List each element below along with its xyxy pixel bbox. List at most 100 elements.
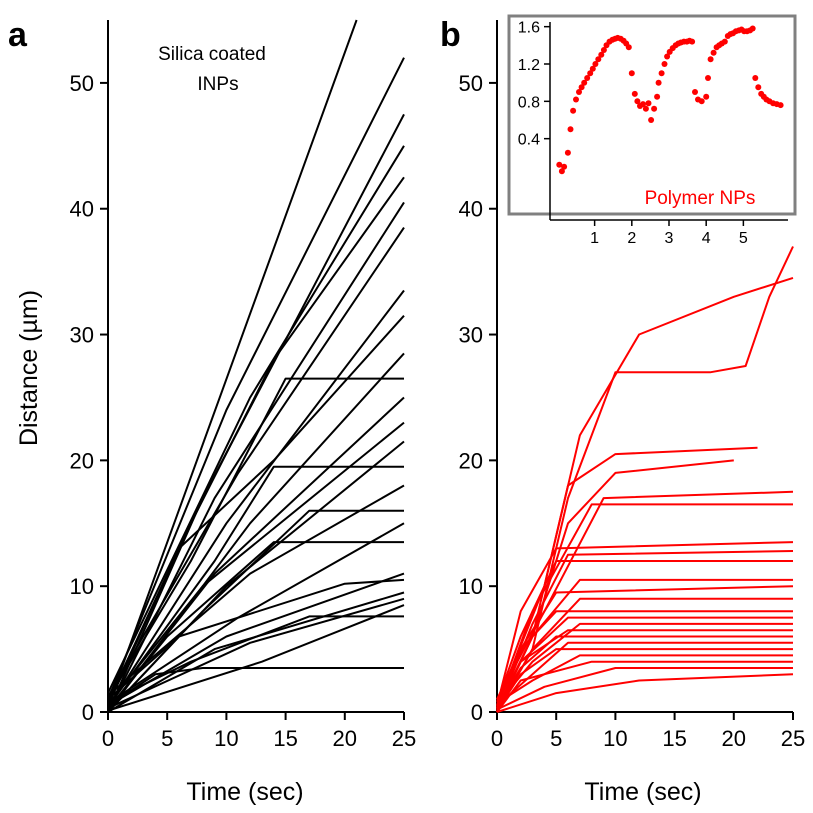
- inset-point: [661, 61, 668, 67]
- inset-axes: 0.4 0.8 1.2 1.6 1 2 3 4 5: [518, 20, 788, 247]
- inset-point: [558, 168, 565, 175]
- inset-point: [655, 79, 662, 86]
- panel-a-y-tick-label: 50: [70, 71, 94, 96]
- panel-b-series-line-20: [496, 654, 793, 705]
- inset-point: [658, 70, 665, 77]
- inset-point: [749, 25, 756, 32]
- inset-point: [595, 56, 602, 63]
- panel-a-x-tick-label: 0: [102, 726, 114, 751]
- inset-frame: [507, 14, 797, 216]
- inset-points-group: [556, 25, 784, 175]
- panel-b-y-tick-label: 30: [459, 323, 483, 348]
- panel-b-series-line-12: [496, 597, 793, 713]
- inset-point: [573, 96, 579, 103]
- panel-a-series-line-1: [107, 19, 358, 707]
- panel-b-x-tick-label: 15: [662, 726, 686, 751]
- panel-a-series-line-21: [107, 578, 405, 701]
- panel-b-series-group: [496, 246, 794, 713]
- inset-point: [587, 70, 594, 77]
- inset-point: [561, 163, 568, 170]
- panel-a-axes: 0 10 20 30 40 50 0 5 10 15 20 25: [70, 20, 416, 751]
- inset-point: [689, 38, 696, 45]
- panel-b-series-line-7: [496, 541, 794, 706]
- inset-point: [556, 161, 563, 168]
- panel-b-y-tick-label: 0: [471, 700, 483, 725]
- inset-point: [707, 56, 714, 63]
- inset-point: [625, 44, 632, 51]
- inset-point: [710, 49, 717, 56]
- panel-b-y-tick-label: 40: [459, 197, 483, 222]
- inset-point: [600, 47, 607, 53]
- inset-point: [576, 89, 582, 95]
- inset-point: [628, 70, 635, 77]
- panel-a: a 0 10 20 30 40 50 0 5 10 15 20 25 Silica coated IN…: [8, 16, 416, 806]
- inset-point: [651, 105, 658, 112]
- inset-point: [589, 65, 596, 72]
- panel-b-series-line-14: [496, 616, 793, 710]
- panel-a-series-line-8: [107, 289, 405, 709]
- panel-a-series-line-6: [107, 201, 405, 713]
- panel-a-series-line-23: [107, 597, 405, 710]
- panel-b-series-line-23: [496, 673, 794, 713]
- inset-x-tick-label: 4: [702, 230, 711, 247]
- inset-point: [581, 79, 588, 86]
- panel-a-x-tick-label: 25: [392, 726, 416, 751]
- panel-a-series-line-4: [107, 145, 405, 694]
- panel-b-series-line-9: [496, 560, 793, 703]
- inset-chart: 0.4 0.8 1.2 1.6 1 2 3 4 5 Polymer NPs: [507, 14, 797, 247]
- inset-y-tick-label: 0.4: [518, 132, 540, 149]
- inset-point: [631, 90, 638, 97]
- inset-point: [634, 98, 641, 105]
- inset-point: [777, 102, 784, 109]
- panel-b-x-axis-title: Time (sec): [584, 778, 701, 806]
- inset-point: [721, 38, 728, 45]
- panel-a-series-line-26: [107, 667, 404, 707]
- panel-b-x-tick-label: 20: [722, 726, 746, 751]
- inset-point: [664, 53, 671, 60]
- inset-point: [705, 75, 711, 81]
- inset-point: [584, 75, 591, 81]
- panel-b-series-line-17: [496, 635, 793, 709]
- panel-a-series-line-2: [107, 57, 405, 700]
- inset-point: [692, 89, 698, 95]
- inset-point: [642, 105, 649, 112]
- inset-y-tick-label: 1.2: [518, 57, 540, 74]
- inset-x-tick-label: 3: [665, 230, 674, 247]
- panel-b-series-line-8: [496, 550, 794, 713]
- inset-annotation: Polymer NPs: [645, 188, 756, 209]
- inset-x-tick-label: 1: [590, 230, 599, 247]
- panel-a-y-tick-label: 40: [70, 197, 94, 222]
- panel-a-series-line-16: [107, 484, 405, 697]
- inset-point: [703, 93, 710, 100]
- inset-x-tick-label: 5: [739, 230, 748, 247]
- inset-point: [755, 84, 762, 91]
- panel-b-y-tick-label: 50: [459, 71, 483, 96]
- panel-b-y-tick-label: 10: [459, 574, 483, 599]
- inset-point: [698, 98, 705, 105]
- panel-a-x-tick-label: 10: [214, 726, 238, 751]
- panel-a-annotation-line-2: INPs: [197, 74, 238, 95]
- panel-b-y-tick-label: 20: [459, 448, 483, 473]
- panel-a-series-line-13: [107, 421, 405, 706]
- inset-point: [654, 93, 661, 100]
- panel-b-series-line-11: [496, 585, 794, 708]
- panel-b-x-tick-label: 25: [781, 726, 805, 751]
- panel-b-series-line-19: [496, 648, 793, 712]
- panel-a-x-axis-title: Time (sec): [186, 778, 303, 806]
- inset-y-tick-label: 0.8: [518, 94, 540, 111]
- inset-x-tick-label: 2: [627, 230, 636, 247]
- panel-a-series-group: [107, 19, 405, 713]
- panel-a-series-line-14: [107, 440, 405, 713]
- panel-a-series-line-25: [107, 604, 405, 712]
- inset-point: [648, 117, 655, 123]
- panel-a-y-tick-label: 0: [82, 700, 94, 725]
- panel-a-x-tick-label: 5: [161, 726, 173, 751]
- panel-b-x-tick-label: 0: [491, 726, 503, 751]
- inset-point: [752, 75, 759, 81]
- panel-a-series-line-9: [107, 315, 405, 707]
- panel-a-y-tick-label: 30: [70, 323, 94, 348]
- inset-point: [645, 100, 652, 107]
